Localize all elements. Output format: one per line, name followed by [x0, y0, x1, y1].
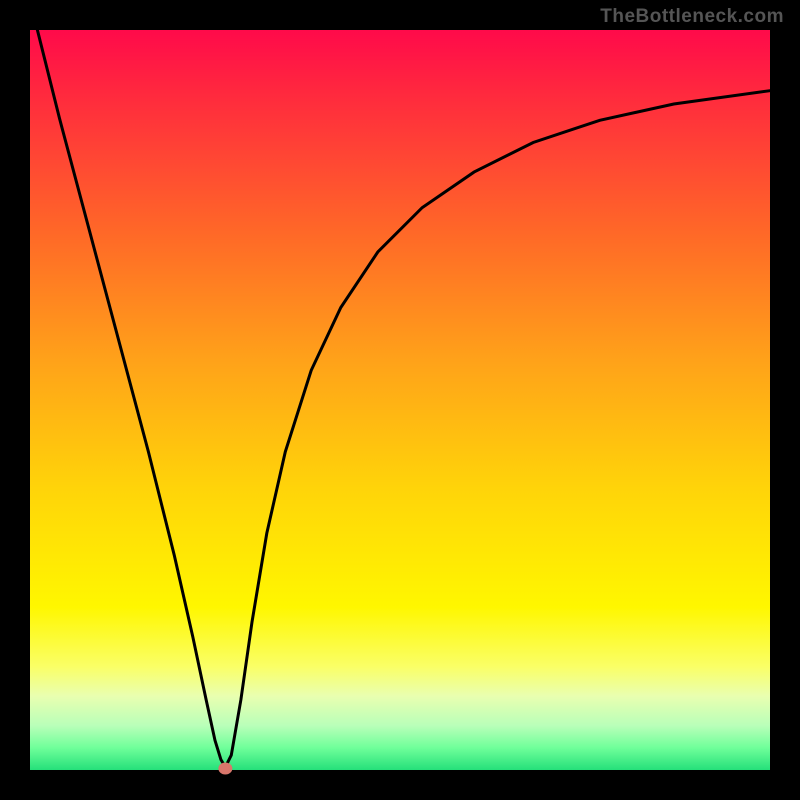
- curve-right-segment: [225, 91, 770, 767]
- curve-layer: [30, 30, 770, 770]
- curve-left-segment: [37, 30, 225, 767]
- minimum-marker: [218, 763, 232, 775]
- attribution-label: TheBottleneck.com: [600, 6, 784, 28]
- chart-container: TheBottleneck.com: [0, 0, 800, 800]
